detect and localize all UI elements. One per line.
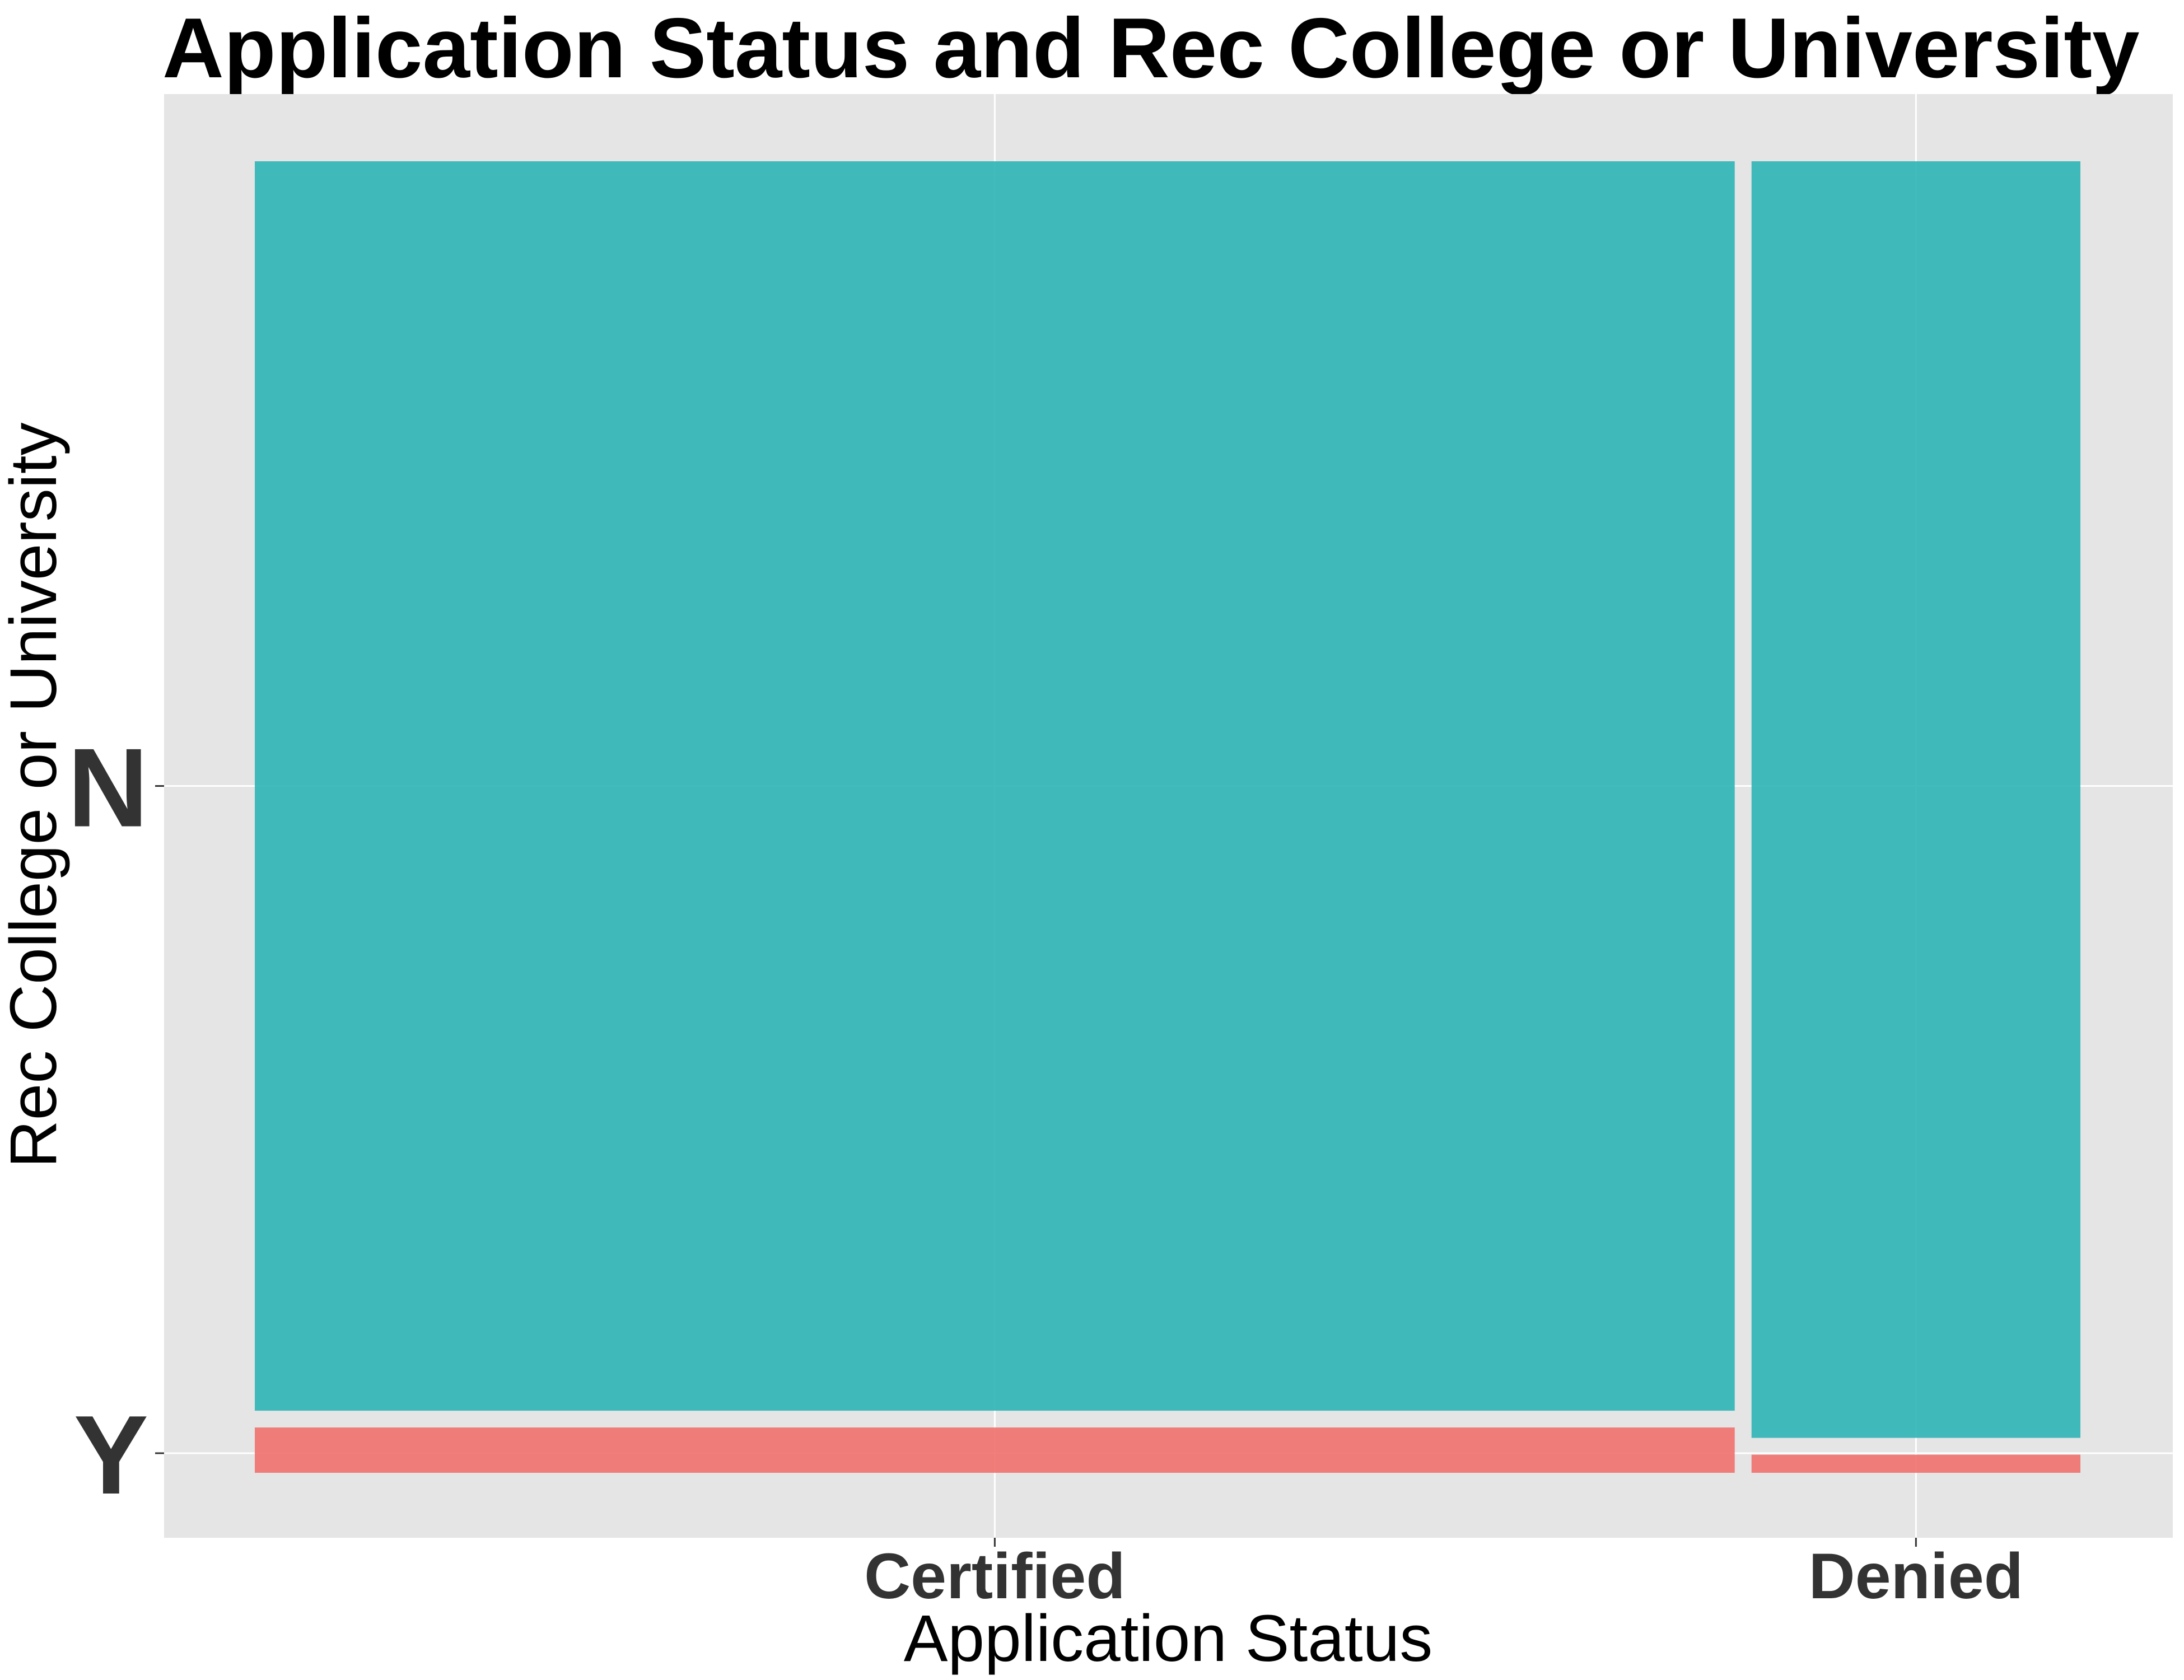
x-tick-label: Certified [864,1541,1125,1612]
tile-denied-n [1751,161,2080,1438]
y-axis-title: Rec College or University [0,422,71,1168]
x-axis-title: Application Status [904,1602,1433,1676]
tile-denied-y [1751,1454,2080,1473]
axis-ticks: Certified Denied Y N [68,726,2024,1612]
y-tick-label: Y [74,1393,148,1518]
y-tick-label: N [68,726,148,851]
x-tick-label: Denied [1809,1541,2023,1612]
mosaic-tiles [255,161,2080,1473]
chart-title: Application Status and Rec College or Un… [162,1,2140,96]
tile-certified-n [255,161,1735,1411]
tile-certified-y [255,1427,1735,1473]
